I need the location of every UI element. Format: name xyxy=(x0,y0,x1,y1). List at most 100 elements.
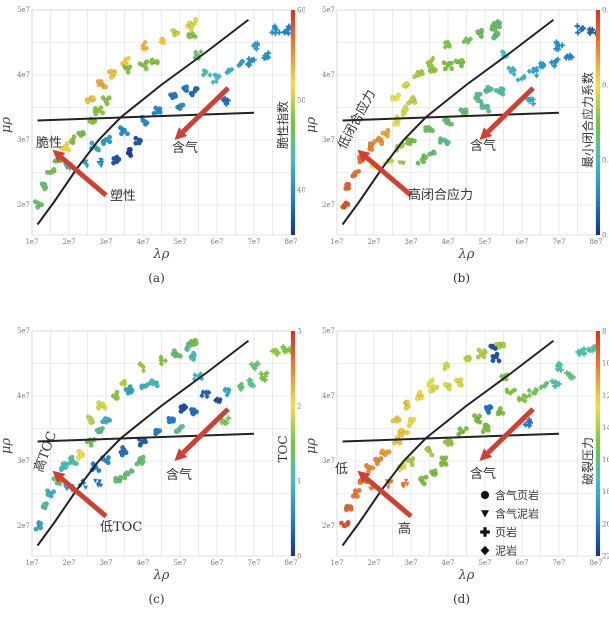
data-point xyxy=(378,456,384,461)
data-point xyxy=(97,479,102,484)
data-point xyxy=(414,395,420,401)
data-point xyxy=(199,375,205,382)
data-point xyxy=(534,387,540,394)
scatter-plot-c: 1e7 2e7 3e7 4e7 5e7 6e7 7e7 8e7 2e7 3e7 4e7 5e7 高TOC… xyxy=(0,327,301,606)
data-point xyxy=(201,67,207,74)
data-point xyxy=(495,30,501,36)
data-point xyxy=(423,155,429,161)
data-point xyxy=(526,392,532,399)
data-point xyxy=(490,358,496,364)
data-point xyxy=(507,390,513,396)
data-point xyxy=(479,105,485,110)
data-point xyxy=(554,366,561,373)
x-axis-label: λρ xyxy=(458,247,475,262)
data-point xyxy=(556,363,562,370)
caption: (a) xyxy=(148,271,165,285)
data-point xyxy=(154,59,160,64)
data-point xyxy=(437,139,443,145)
data-point xyxy=(100,419,106,425)
data-point xyxy=(442,366,448,372)
data-point xyxy=(45,492,51,498)
data-point xyxy=(566,371,572,378)
data-point xyxy=(526,387,532,394)
annotation-bottom: 塑性 xyxy=(110,189,136,204)
data-point xyxy=(120,445,126,450)
data-point xyxy=(403,478,409,483)
data-point xyxy=(407,420,413,426)
data-point xyxy=(386,449,392,455)
colorbar-tick-label: 22 xyxy=(602,553,609,561)
data-point xyxy=(226,67,232,73)
data-point xyxy=(125,390,131,396)
data-point xyxy=(203,389,209,395)
data-point xyxy=(102,416,108,422)
data-point xyxy=(576,351,583,358)
data-point xyxy=(107,139,113,145)
data-point xyxy=(370,465,376,471)
data-point xyxy=(204,393,210,400)
data-point xyxy=(526,68,532,75)
data-point xyxy=(252,365,258,372)
y-tick-label: 5e7 xyxy=(17,6,30,14)
data-point xyxy=(415,160,421,166)
data-point xyxy=(475,29,481,35)
data-point xyxy=(107,134,113,140)
y-tick-label: 3e7 xyxy=(322,136,335,144)
colorbar-title: 脆性指数 xyxy=(275,101,290,149)
data-point xyxy=(134,461,140,467)
data-point xyxy=(162,358,168,364)
data-point xyxy=(38,525,44,531)
data-point xyxy=(587,347,593,353)
data-point xyxy=(369,486,375,491)
data-point xyxy=(225,97,231,104)
data-point xyxy=(443,461,449,467)
colorbar-tick-label: 14 xyxy=(602,424,609,432)
data-point xyxy=(464,354,470,360)
x-tick-label: 7e7 xyxy=(552,559,565,567)
data-point xyxy=(442,44,448,50)
data-point xyxy=(487,404,493,410)
data-point xyxy=(238,382,244,389)
data-point xyxy=(100,138,106,144)
data-point xyxy=(490,353,496,359)
data-point xyxy=(495,411,501,417)
data-point xyxy=(472,413,477,419)
data-point xyxy=(140,454,146,460)
data-point xyxy=(508,67,514,74)
colorbar-tick-label: 8 xyxy=(602,328,606,336)
data-point xyxy=(368,164,374,170)
data-point xyxy=(123,56,129,62)
data-point xyxy=(178,408,184,414)
data-point xyxy=(459,63,464,69)
data-point xyxy=(102,84,108,90)
data-point xyxy=(217,396,223,403)
data-point xyxy=(484,89,490,94)
data-point xyxy=(556,381,562,387)
data-point xyxy=(253,46,260,52)
data-point xyxy=(485,104,491,110)
data-point xyxy=(142,39,148,46)
data-point xyxy=(161,40,167,46)
data-point xyxy=(109,74,114,80)
data-point xyxy=(478,32,484,38)
data-point xyxy=(426,381,432,388)
data-point xyxy=(142,63,148,69)
data-point xyxy=(98,157,103,162)
x-tick-label: 4e7 xyxy=(136,238,149,246)
data-point xyxy=(404,482,410,487)
y-tick-label: 4e7 xyxy=(17,71,30,79)
data-point xyxy=(190,342,196,348)
data-point xyxy=(476,347,482,353)
data-point xyxy=(102,405,108,411)
data-point xyxy=(113,478,119,484)
data-point xyxy=(114,395,120,401)
plot-area: 1e7 2e7 3e7 4e7 5e7 6e7 7e7 8e7 2e7 3e7 4e7 5e7 脆性塑性… xyxy=(17,6,298,246)
data-point xyxy=(488,343,494,349)
boundary-curve xyxy=(341,18,555,226)
data-point xyxy=(530,100,536,107)
data-point xyxy=(475,354,481,360)
x-tick-label: 4e7 xyxy=(441,238,454,246)
data-point xyxy=(389,479,394,484)
data-point xyxy=(287,348,294,355)
data-point xyxy=(167,419,173,425)
